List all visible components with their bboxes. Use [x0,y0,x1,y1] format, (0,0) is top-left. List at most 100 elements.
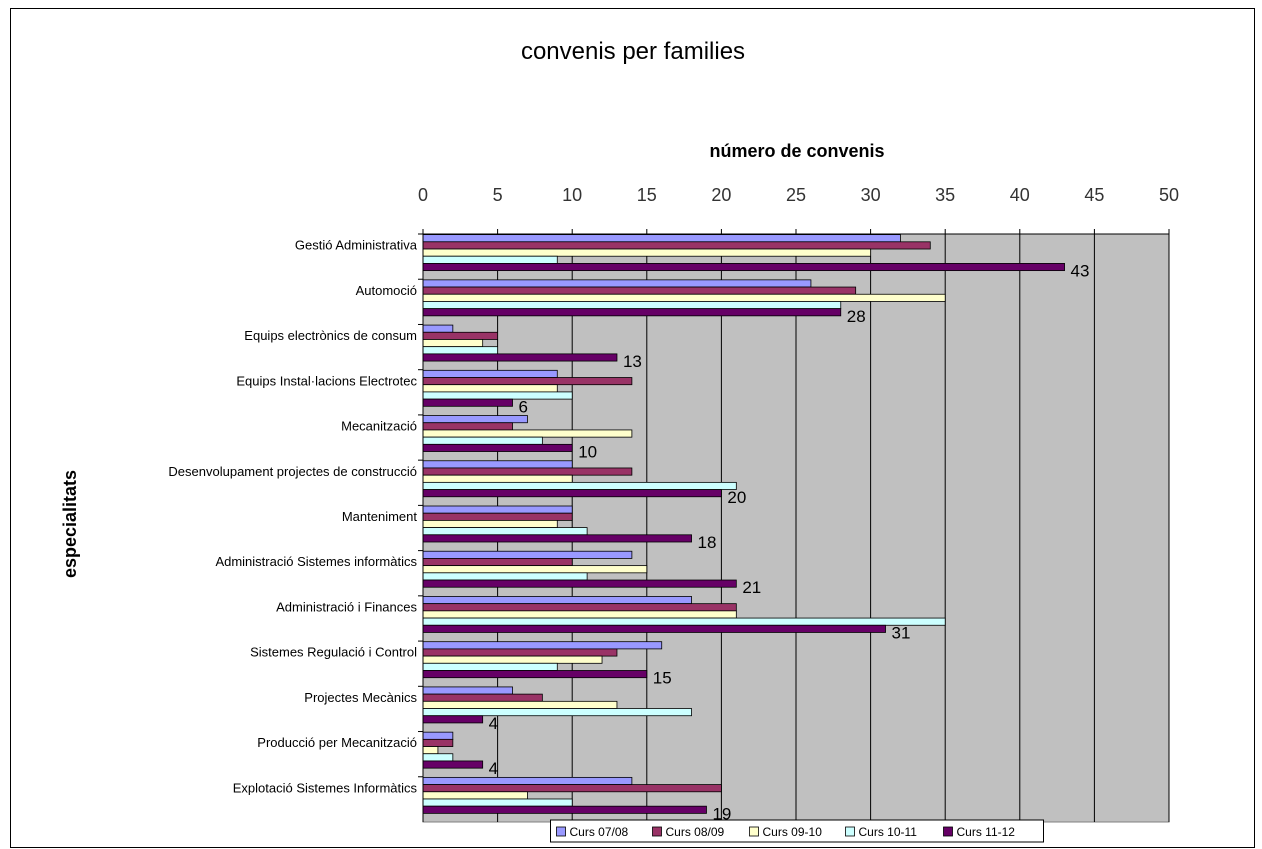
bar [422,248,872,257]
bar [422,527,588,536]
bar [422,784,722,793]
data-label: 13 [623,352,642,371]
bar [422,377,633,386]
bar [422,512,573,521]
bar [422,798,573,807]
bar [422,369,558,378]
bar [422,746,439,755]
x-tick-label: 0 [418,185,428,205]
bar [422,708,692,717]
category-label: Sistemes Regulació i Control [250,645,417,660]
category-label: Producció per Mecanització [257,735,417,750]
data-label: 20 [727,488,746,507]
bar [422,731,454,740]
bar [422,505,573,514]
bar [422,558,573,567]
legend-swatch [943,826,953,837]
category-label: Explotació Sistemes Informàtics [233,780,418,795]
bar [422,346,498,355]
bar [422,572,588,581]
bar [422,422,513,431]
x-tick-label: 20 [711,185,731,205]
bar [422,519,558,528]
data-label: 15 [653,669,672,688]
bar [422,693,543,702]
bar [422,324,454,333]
data-label: 19 [712,804,731,823]
bar [422,234,901,243]
bar [422,443,573,452]
chart-frame: convenis per families número de convenis… [10,8,1255,848]
x-tick-label: 40 [1010,185,1030,205]
data-label: 6 [519,397,528,416]
chart-title: convenis per families [521,38,745,65]
bar [422,286,857,295]
x-tick-label: 50 [1159,185,1179,205]
bar [422,610,737,619]
bar [422,776,633,785]
bar [422,565,648,574]
data-label: 4 [489,714,498,733]
x-tick-label: 30 [861,185,881,205]
bar [422,467,633,476]
bar [422,641,663,650]
bar [422,398,513,407]
bar [422,662,558,671]
x-tick-label: 35 [935,185,955,205]
bar [422,550,633,559]
data-label: 18 [698,533,717,552]
legend-swatch [652,826,662,837]
bar [422,596,692,605]
legend-swatch [556,826,566,837]
bar [422,384,558,393]
bar [422,331,498,340]
legend-swatch [845,826,855,837]
bar [422,534,692,543]
bar [422,460,573,469]
category-label: Projectes Mecànics [304,690,417,705]
bar [422,670,648,679]
legend-label: Curs 07/08 [570,825,629,839]
data-label: 31 [892,623,911,642]
bar [422,686,513,695]
bar [422,308,842,317]
legend-swatch [749,826,759,837]
bar [422,255,558,264]
bar [422,603,737,612]
bar [422,753,454,762]
bar [422,391,573,400]
bar [422,805,707,814]
category-label: Automoció [356,283,417,298]
bar [422,436,543,445]
category-label: Desenvolupament projectes de construcció [168,464,417,479]
bar [422,339,484,348]
x-tick-label: 10 [562,185,582,205]
x-tick-label: 5 [493,185,503,205]
bar [422,415,528,424]
x-axis-title: número de convenis [709,141,884,161]
x-tick-label: 15 [637,185,657,205]
bar-chart: convenis per families número de convenis… [60,38,1179,843]
bar [422,489,722,498]
category-label: Administració i Finances [276,599,417,614]
data-label: 43 [1071,262,1090,281]
legend-label: Curs 08/09 [666,825,725,839]
category-label: Manteniment [342,509,418,524]
bar [422,429,633,438]
bar [422,700,618,709]
y-axis-title: especialitats [60,470,80,578]
bar [422,791,528,800]
category-label: Gestió Administrativa [295,238,418,253]
data-label: 21 [742,578,761,597]
legend-label: Curs 11-12 [957,825,1016,839]
bar [422,481,737,490]
bar [422,617,946,626]
x-tick-label: 25 [786,185,806,205]
x-tick-label: 45 [1084,185,1104,205]
bar [422,715,484,724]
bar [422,301,842,310]
category-label: Equips electrònics de consum [244,328,417,343]
legend-label: Curs 09-10 [763,825,823,839]
legend-label: Curs 10-11 [859,825,918,839]
bar [422,738,454,747]
